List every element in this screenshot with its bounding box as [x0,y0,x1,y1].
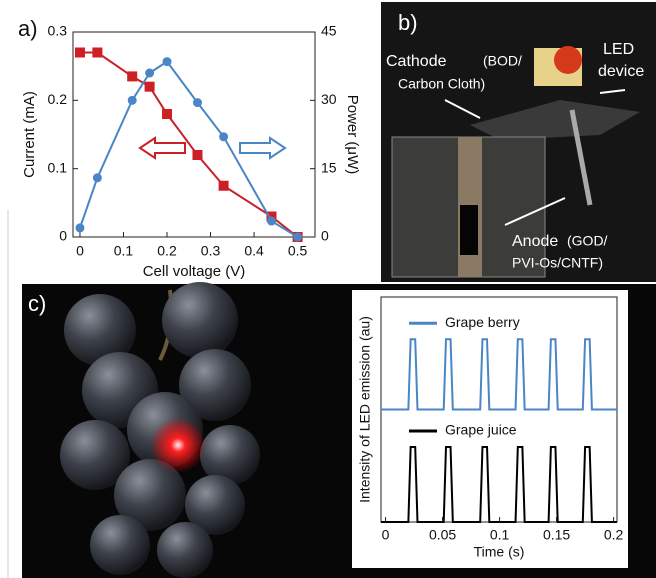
y-tick-label: 0.3 [48,23,68,39]
x-tick-label: 0.2 [157,243,177,259]
marker [145,68,155,78]
x-tick-label: 0 [76,243,84,259]
led-label: LED [603,41,634,58]
y2-tick-label: 15 [321,159,337,175]
marker [266,211,277,222]
x-tick-label: 0.1 [114,243,134,259]
photo-c: c) [7,210,656,578]
series-line [79,60,299,238]
pointer [444,99,481,119]
x-tick-label: 0.1 [490,527,510,543]
anode-label: Anode [512,233,558,250]
x-tick-label: 0 [382,527,390,543]
x-axis-label: Cell voltage (V) [143,263,246,280]
arrow-power [239,136,287,160]
arrow-current [138,136,186,160]
x-tick-label: 0.2 [604,527,624,543]
anode-detail: (GOD/ [567,233,608,249]
grapes [60,282,260,578]
carbon-cloth [470,100,640,140]
marker [192,150,203,160]
pointer [599,89,626,94]
anode-rod [569,109,593,206]
x-tick-label: 0.3 [201,243,221,259]
chart-c: 0 0.05 0.1 0.15 0.2 Time (s) Intensity of LED … [357,296,624,560]
marker [92,173,102,183]
x-tick-label: 0.15 [543,527,570,543]
marker [75,223,85,233]
led-label: device [598,63,644,80]
marker [144,81,155,92]
cathode-detail: Carbon Cloth) [398,76,485,92]
x-tick-label: 0.4 [244,243,264,259]
marker [192,98,202,108]
y-tick-label: 0.1 [48,159,68,175]
led [554,46,582,74]
x-tick-label: 0.5 [288,243,308,259]
pointer [504,197,566,226]
marker [162,57,172,67]
electrode-coating [460,205,478,255]
marker [74,47,85,58]
marker [293,232,303,242]
marker [162,109,173,119]
marker [218,180,229,191]
y2-axis-label: Power (μW) [344,95,361,174]
x-tick-label: 0.05 [429,527,456,543]
series-line [381,338,617,411]
marker [127,71,138,82]
plot-frame [72,31,316,238]
y2-tick-label: 45 [321,23,337,39]
y2-tick-label: 0 [321,228,329,244]
marker [92,47,103,58]
y-axis-label: Intensity of LED emission (au) [357,316,373,503]
cathode-label: Cathode [386,53,447,70]
y-axis-label: Current (mA) [21,91,38,178]
legend-label: Grape berry [445,314,520,330]
marker [266,216,276,226]
anode-detail: PVI-Os/CNTF) [512,255,603,271]
series-line [381,446,617,523]
marker [219,132,229,142]
legend-label: Grape juice [445,422,517,438]
panel-label: a) [18,16,38,41]
y-tick-label: 0 [59,228,67,244]
marker [127,95,137,105]
chart-a: 0 0.1 0.2 0.3 0.4 0.5 0 0.1 0.2 0.3 0 15 30 45 Cell vo… [21,23,361,280]
y-tick-label: 0.2 [48,91,68,107]
led-glow [150,417,206,473]
panel-label: b) [398,10,418,35]
x-axis-label: Time (s) [474,544,525,560]
panel-label: c) [28,291,46,316]
photo-b: b) Cathode (BOD/ Carbon Cloth) LED devic… [381,2,656,282]
cathode-detail: (BOD/ [483,53,522,69]
y2-tick-label: 30 [321,91,337,107]
